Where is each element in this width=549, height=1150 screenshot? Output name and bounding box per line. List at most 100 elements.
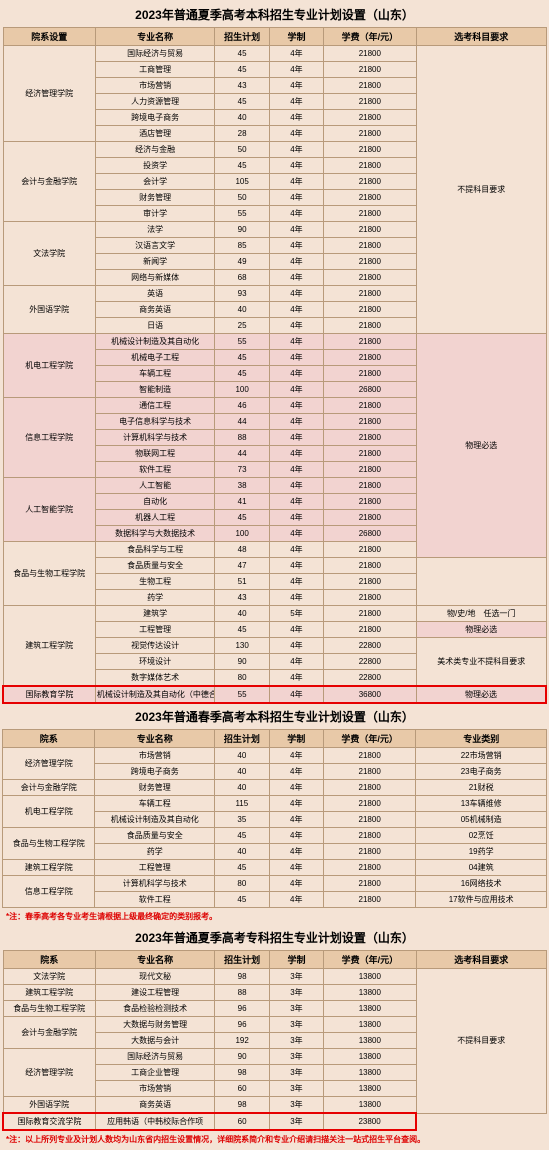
data-cell: 50 <box>215 142 269 158</box>
dept-cell: 食品与生物工程学院 <box>3 1001 95 1017</box>
data-cell: 98 <box>215 969 269 985</box>
data-cell: 经济与金融 <box>95 142 215 158</box>
data-cell: 45 <box>215 510 269 526</box>
data-cell: 21800 <box>324 190 416 206</box>
data-cell: 4年 <box>269 46 323 62</box>
data-cell: 17软件与应用技术 <box>416 892 547 908</box>
data-cell: 4年 <box>269 654 323 670</box>
data-cell: 13800 <box>324 985 416 1001</box>
dept-cell: 建筑工程学院 <box>3 606 95 687</box>
data-cell: 21800 <box>323 844 415 860</box>
data-cell: 40 <box>215 764 269 780</box>
data-cell: 4年 <box>269 844 323 860</box>
col-header: 院系 <box>3 730 95 748</box>
data-cell: 视觉传达设计 <box>95 638 215 654</box>
data-cell: 3年 <box>269 1033 323 1049</box>
data-cell: 工商企业管理 <box>95 1065 215 1081</box>
data-cell: 21800 <box>324 350 416 366</box>
col-header: 招生计划 <box>215 951 269 969</box>
col-header: 院系 <box>3 951 95 969</box>
req-cell: 不提科目要求 <box>416 46 546 334</box>
data-cell: 21800 <box>324 78 416 94</box>
col-header: 招生计划 <box>215 28 269 46</box>
data-cell: 21800 <box>324 462 416 478</box>
dept-cell: 建筑工程学院 <box>3 985 95 1001</box>
data-cell: 4年 <box>269 126 323 142</box>
data-cell: 4年 <box>269 398 323 414</box>
dept-cell: 外国语学院 <box>3 286 95 334</box>
data-cell: 4年 <box>269 892 323 908</box>
data-cell: 80 <box>215 670 269 687</box>
data-cell: 4年 <box>269 270 323 286</box>
req-cell: 物理必选 <box>416 686 546 703</box>
data-cell: 4年 <box>269 796 323 812</box>
data-cell: 40 <box>215 780 269 796</box>
data-cell: 计算机科学与技术 <box>95 430 215 446</box>
data-cell: 45 <box>215 828 269 844</box>
data-cell: 3年 <box>269 1017 323 1033</box>
col-header: 专业名称 <box>95 730 215 748</box>
data-cell: 43 <box>215 78 269 94</box>
data-cell: 21800 <box>323 796 415 812</box>
data-cell: 73 <box>215 462 269 478</box>
data-cell: 21800 <box>324 446 416 462</box>
data-cell: 48 <box>215 542 269 558</box>
data-cell: 96 <box>215 1001 269 1017</box>
data-cell: 4年 <box>269 334 323 350</box>
data-cell: 机械设计制造及其自动化 <box>95 812 215 828</box>
data-cell: 4年 <box>269 62 323 78</box>
data-cell: 4年 <box>269 764 323 780</box>
data-cell: 96 <box>215 1017 269 1033</box>
data-cell: 21800 <box>324 494 416 510</box>
data-cell: 4年 <box>269 748 323 764</box>
data-cell: 物联网工程 <box>95 446 215 462</box>
data-cell: 55 <box>215 334 269 350</box>
data-cell: 80 <box>215 876 269 892</box>
data-cell: 应用韩语（中韩校际合作项 <box>95 1113 215 1130</box>
data-cell: 21800 <box>323 892 415 908</box>
dept-cell: 机电工程学院 <box>3 796 95 828</box>
req-cell: 不提科目要求 <box>416 969 546 1114</box>
data-cell: 04建筑 <box>416 860 547 876</box>
data-cell: 4年 <box>269 780 323 796</box>
data-cell: 13800 <box>324 969 416 985</box>
col-header: 学费（年/元） <box>323 730 415 748</box>
data-cell: 4年 <box>269 414 323 430</box>
data-cell: 21800 <box>324 222 416 238</box>
data-cell: 21800 <box>323 860 415 876</box>
req-cell: 物理必选 <box>416 622 546 638</box>
col-header: 学制 <box>269 28 323 46</box>
data-cell: 4年 <box>269 510 323 526</box>
data-cell: 105 <box>215 174 269 190</box>
data-cell: 45 <box>215 622 269 638</box>
data-cell: 100 <box>215 382 269 398</box>
data-cell: 跨境电子商务 <box>95 110 215 126</box>
data-cell: 数字媒体艺术 <box>95 670 215 687</box>
data-cell: 4年 <box>269 238 323 254</box>
data-cell: 13800 <box>324 1001 416 1017</box>
data-cell: 21800 <box>324 334 416 350</box>
data-cell: 大数据与会计 <box>95 1033 215 1049</box>
data-cell: 38 <box>215 478 269 494</box>
data-cell: 4年 <box>269 494 323 510</box>
data-cell: 4年 <box>269 670 323 687</box>
data-cell: 21800 <box>324 430 416 446</box>
data-cell: 49 <box>215 254 269 270</box>
dept-cell: 食品与生物工程学院 <box>3 542 95 606</box>
data-cell: 88 <box>215 430 269 446</box>
data-cell: 食品检验检测技术 <box>95 1001 215 1017</box>
dept-cell: 会计与金融学院 <box>3 1017 95 1049</box>
data-cell: 4年 <box>269 876 323 892</box>
data-cell: 21800 <box>324 478 416 494</box>
data-cell: 智能制造 <box>95 382 215 398</box>
data-cell: 21800 <box>324 574 416 590</box>
data-cell: 23电子商务 <box>416 764 547 780</box>
dept-cell: 外国语学院 <box>3 1097 95 1114</box>
data-cell: 21800 <box>324 126 416 142</box>
data-cell: 21800 <box>323 780 415 796</box>
data-cell: 4年 <box>269 860 323 876</box>
data-cell: 机械设计制造及其自动化（中德合作办学） <box>95 686 215 703</box>
data-cell: 4年 <box>269 430 323 446</box>
data-cell: 机器人工程 <box>95 510 215 526</box>
data-cell: 新闻学 <box>95 254 215 270</box>
